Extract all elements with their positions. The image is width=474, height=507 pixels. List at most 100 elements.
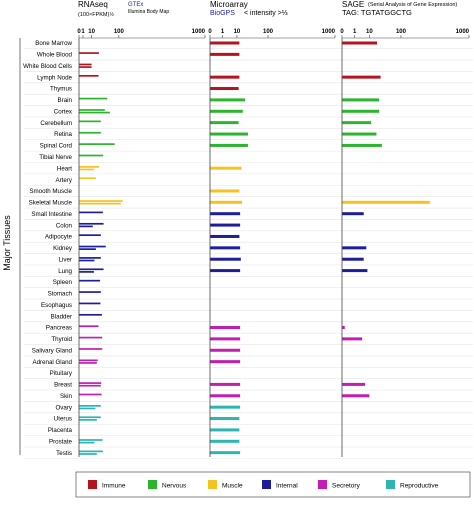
rnaseq-bar-gtex bbox=[79, 313, 102, 316]
microarray-bar bbox=[210, 98, 246, 102]
rnaseq-panel-header: RNAseq (100×FPKM)½ GTEx Illumina Body Ma… bbox=[78, 0, 169, 18]
tissue-label: Esophagus bbox=[41, 302, 72, 309]
microarray-bar bbox=[210, 348, 241, 352]
panel-0-tick-label: 10 bbox=[88, 29, 95, 35]
rnaseq-source-ibm: Illumina Body Map bbox=[128, 9, 169, 15]
rnaseq-bar-gtex bbox=[79, 336, 103, 339]
microarray-bar bbox=[210, 337, 241, 341]
legend-swatch bbox=[148, 480, 157, 489]
microarray-bar bbox=[210, 200, 243, 204]
tissue-label: Testis bbox=[56, 450, 72, 457]
tissue-label: Lung bbox=[58, 268, 72, 275]
tissue-label: Thyroid bbox=[51, 336, 72, 343]
tissue-label: Adipocyte bbox=[45, 234, 73, 241]
panel-0-tick-label: 1000 bbox=[192, 29, 206, 35]
legend-label: Secretory bbox=[332, 483, 361, 490]
tissue-label: Pancreas bbox=[46, 325, 72, 332]
sage-bar bbox=[342, 98, 380, 102]
sage-bar bbox=[342, 132, 377, 136]
microarray-bar bbox=[210, 166, 242, 170]
microarray-bar bbox=[210, 41, 240, 45]
legend-swatch bbox=[208, 480, 217, 489]
legend-swatch bbox=[262, 480, 271, 489]
rnaseq-bar-gtex bbox=[79, 382, 102, 384]
tissue-label: Retina bbox=[54, 131, 72, 138]
rnaseq-bar-gtex bbox=[79, 177, 96, 180]
rnaseq-title: RNAseq bbox=[78, 0, 108, 9]
tissue-label: Skeletal Muscle bbox=[29, 200, 73, 207]
microarray-source-biogps: BioGPS bbox=[210, 10, 235, 17]
tissue-label: Colon bbox=[56, 222, 73, 229]
panel-2-tick-label: 1000 bbox=[456, 29, 470, 35]
rnaseq-bar-gtex bbox=[79, 109, 105, 111]
legend-box bbox=[75, 471, 471, 498]
legend-swatch bbox=[88, 480, 97, 489]
sage-bar bbox=[342, 121, 372, 125]
panel-1-tick-label: 10 bbox=[234, 29, 241, 35]
sage-bar bbox=[342, 109, 380, 113]
tissue-label: Cerebellum bbox=[40, 120, 72, 127]
rnaseq-bar-gtex bbox=[79, 63, 92, 66]
rnaseq-bar-gtex bbox=[79, 257, 101, 259]
rnaseq-bar-gtex bbox=[79, 120, 101, 123]
microarray-bar bbox=[210, 405, 241, 409]
microarray-bar bbox=[210, 87, 239, 91]
tissue-label: Brain bbox=[58, 97, 73, 104]
microarray-bar bbox=[210, 417, 240, 421]
rnaseq-bar-gtex bbox=[79, 279, 101, 282]
rnaseq-bar-gtex bbox=[79, 439, 103, 441]
tissue-label: Whole Blood bbox=[37, 52, 73, 59]
microarray-bar bbox=[210, 109, 243, 113]
microarray-intensity-label: < intensity >⅓ bbox=[244, 10, 288, 17]
rnaseq-bar-ibm bbox=[79, 111, 110, 114]
microarray-bar bbox=[210, 52, 240, 56]
rnaseq-bar-gtex bbox=[79, 52, 99, 54]
tissue-label: Thymus bbox=[50, 86, 72, 93]
rnaseq-bar-gtex bbox=[79, 166, 99, 168]
microarray-bar bbox=[210, 360, 241, 364]
tissue-label: Bladder bbox=[51, 313, 72, 320]
panel-1-tick-label: 0 bbox=[208, 29, 212, 35]
legend-swatch bbox=[318, 480, 327, 489]
microarray-bar bbox=[210, 326, 241, 329]
tissue-label: Uterus bbox=[54, 416, 72, 423]
rnaseq-bar-gtex bbox=[79, 348, 103, 350]
rnaseq-bar-ibm bbox=[79, 168, 94, 171]
microarray-bar bbox=[210, 75, 240, 79]
legend-label: Reproductive bbox=[400, 483, 439, 490]
tissue-label: Cortex bbox=[54, 108, 73, 115]
microarray-bar bbox=[210, 382, 241, 386]
microarray-title: Microarray bbox=[210, 0, 248, 9]
tissue-label: Kidney bbox=[53, 245, 73, 252]
tissue-label: Stomach bbox=[48, 291, 73, 298]
panel-0-tick-label: 0 bbox=[77, 29, 81, 35]
microarray-bar bbox=[210, 451, 241, 455]
tissue-label: Bone Marrow bbox=[35, 40, 72, 47]
rnaseq-bar-gtex bbox=[79, 359, 98, 362]
microarray-bar bbox=[210, 428, 240, 432]
rnaseq-bar-gtex bbox=[79, 245, 106, 248]
microarray-bar bbox=[210, 269, 241, 273]
panel-2-tick-label: 1 bbox=[353, 29, 357, 35]
sage-bar bbox=[342, 337, 363, 341]
tissue-label: Ovary bbox=[55, 404, 72, 411]
rnaseq-bar-ibm bbox=[79, 407, 96, 410]
rnaseq-source-gtex: GTEx bbox=[128, 2, 143, 8]
rnaseq-bar-gtex bbox=[79, 234, 101, 237]
legend-label: Nervous bbox=[162, 483, 187, 490]
tissue-label: Spleen bbox=[53, 279, 73, 286]
sage-bar bbox=[342, 326, 345, 329]
rnaseq-bar-ibm bbox=[79, 418, 97, 421]
sage-panel-header: SAGE (Serial Analysis of Gene Expression… bbox=[342, 0, 457, 17]
y-axis-title: Major Tissues bbox=[2, 215, 12, 271]
panel-1-tick-label: 1 bbox=[221, 29, 225, 35]
microarray-bar bbox=[210, 223, 241, 227]
rnaseq-bar-ibm bbox=[79, 225, 93, 228]
rnaseq-bar-ibm bbox=[79, 248, 96, 250]
rnaseq-bar-gtex bbox=[79, 97, 108, 100]
sage-tag: TAG: TGTATGGCTG bbox=[342, 8, 412, 17]
panel-2-tick-label: 0 bbox=[340, 29, 344, 35]
rnaseq-bar-gtex bbox=[79, 131, 101, 134]
chart-axes: 0 1 10 100 1000 0 1 10 100 1000 0 1 10 100 1000 bbox=[77, 29, 470, 457]
